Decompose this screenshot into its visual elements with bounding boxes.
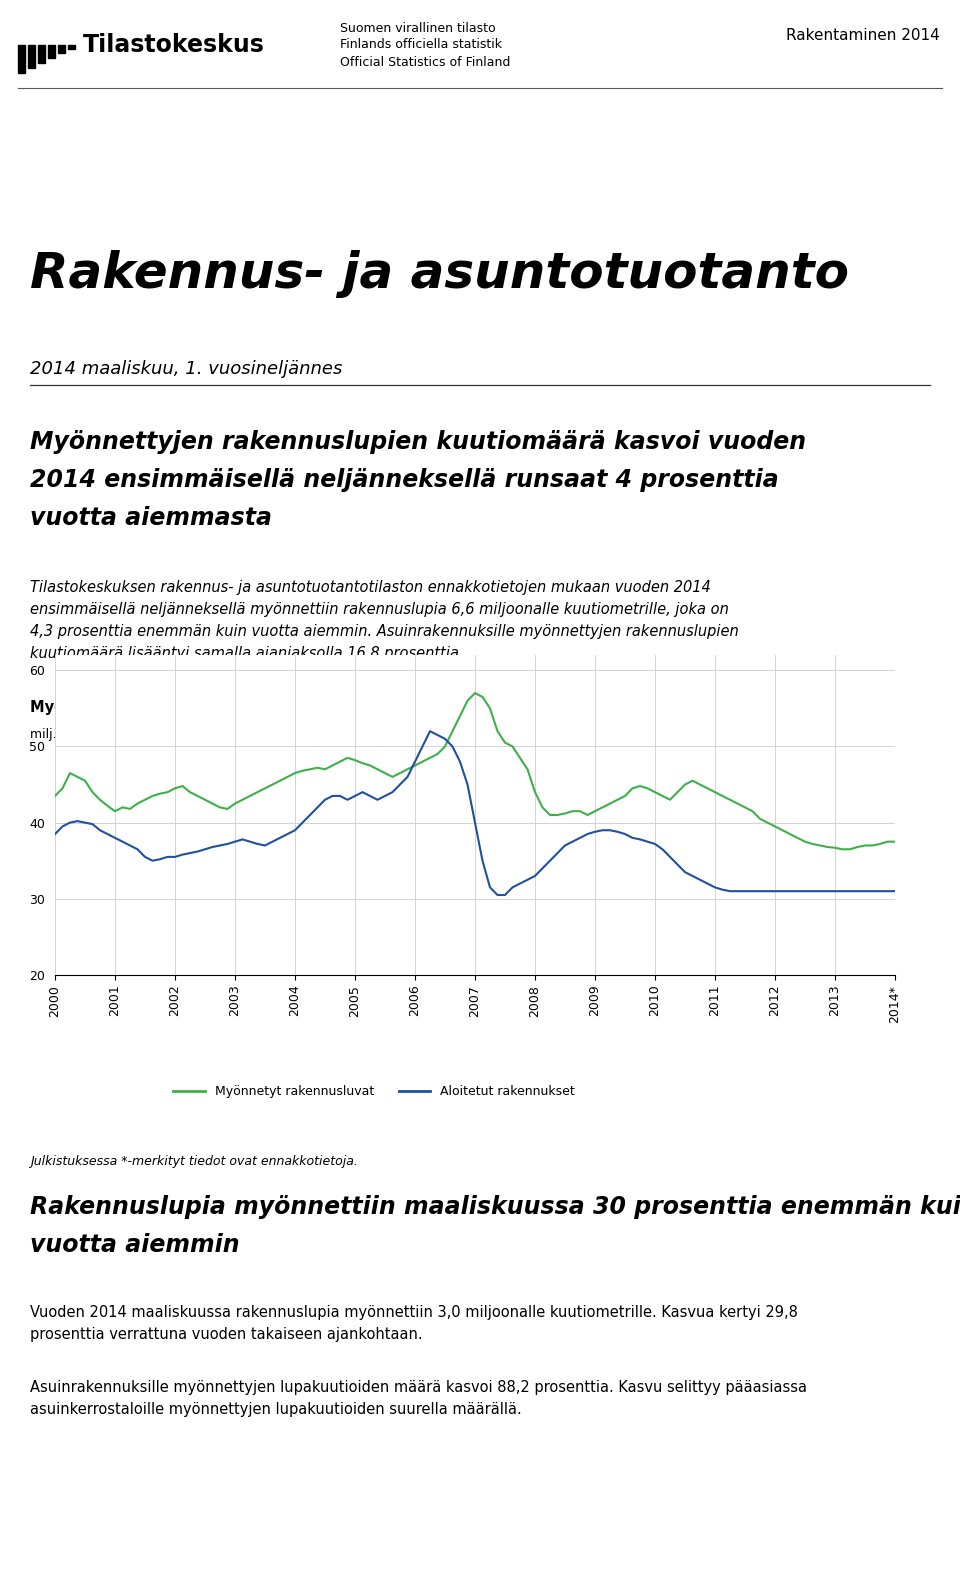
Bar [58, 44, 65, 52]
Text: Myönnettyjen rakennuslupien kuutiomäärä kasvoi vuoden: Myönnettyjen rakennuslupien kuutiomäärä … [30, 430, 806, 453]
Text: Myönnetyt rakennusluvat ja aloitukset, milj. m3, liukuva vuosisumma: Myönnetyt rakennusluvat ja aloitukset, m… [30, 701, 607, 715]
Text: Tilastokeskus: Tilastokeskus [83, 33, 265, 57]
Text: Suomen virallinen tilasto: Suomen virallinen tilasto [340, 22, 495, 35]
Text: kuutiomäärä lisääntyi samalla ajanjaksolla 16,8 prosenttia.: kuutiomäärä lisääntyi samalla ajanjaksol… [30, 647, 464, 661]
Text: 2014 ensimmäisellä neljänneksellä runsaat 4 prosenttia: 2014 ensimmäisellä neljänneksellä runsaa… [30, 468, 779, 491]
Bar [28, 44, 35, 68]
Text: Rakentaminen 2014: Rakentaminen 2014 [786, 27, 940, 43]
Text: 2014 maaliskuu, 1. vuosineljännes: 2014 maaliskuu, 1. vuosineljännes [30, 360, 343, 377]
Text: Official Statistics of Finland: Official Statistics of Finland [340, 55, 511, 68]
Text: 4,3 prosenttia enemmän kuin vuotta aiemmin. Asuinrakennuksille myönnettyjen rake: 4,3 prosenttia enemmän kuin vuotta aiemm… [30, 624, 739, 639]
Bar [18, 44, 25, 73]
Bar [68, 44, 75, 49]
Text: Rakennus- ja asuntotuotanto: Rakennus- ja asuntotuotanto [30, 250, 849, 298]
Text: milj. m3: milj. m3 [30, 728, 81, 742]
Text: Finlands officiella statistik: Finlands officiella statistik [340, 38, 502, 51]
Bar [48, 44, 55, 57]
Text: prosenttia verrattuna vuoden takaiseen ajankohtaan.: prosenttia verrattuna vuoden takaiseen a… [30, 1327, 422, 1342]
Text: Tilastokeskuksen rakennus- ja asuntotuotantotilaston ennakkotietojen mukaan vuod: Tilastokeskuksen rakennus- ja asuntotuot… [30, 580, 710, 594]
Text: vuotta aiemmin: vuotta aiemmin [30, 1233, 240, 1257]
Text: vuotta aiemmasta: vuotta aiemmasta [30, 506, 272, 529]
Text: Vuoden 2014 maaliskuussa rakennuslupia myönnettiin 3,0 miljoonalle kuutiometrill: Vuoden 2014 maaliskuussa rakennuslupia m… [30, 1304, 798, 1320]
Text: ensimmäisellä neljänneksellä myönnettiin rakennuslupia 6,6 miljoonalle kuutiomet: ensimmäisellä neljänneksellä myönnettiin… [30, 602, 729, 617]
Text: Rakennuslupia myönnettiin maaliskuussa 30 prosenttia enemmän kuin: Rakennuslupia myönnettiin maaliskuussa 3… [30, 1195, 960, 1219]
Text: Asuinrakennuksille myönnettyjen lupakuutioiden määrä kasvoi 88,2 prosenttia. Kas: Asuinrakennuksille myönnettyjen lupakuut… [30, 1381, 807, 1395]
Legend: Myönnetyt rakennusluvat, Aloitetut rakennukset: Myönnetyt rakennusluvat, Aloitetut raken… [168, 1079, 580, 1103]
Text: Julkistuksessa *-merkityt tiedot ovat ennakkotietoja.: Julkistuksessa *-merkityt tiedot ovat en… [30, 1155, 358, 1168]
Bar [38, 44, 45, 62]
Text: asuinkerrostaloille myönnettyjen lupakuutioiden suurella määrällä.: asuinkerrostaloille myönnettyjen lupakuu… [30, 1403, 521, 1417]
